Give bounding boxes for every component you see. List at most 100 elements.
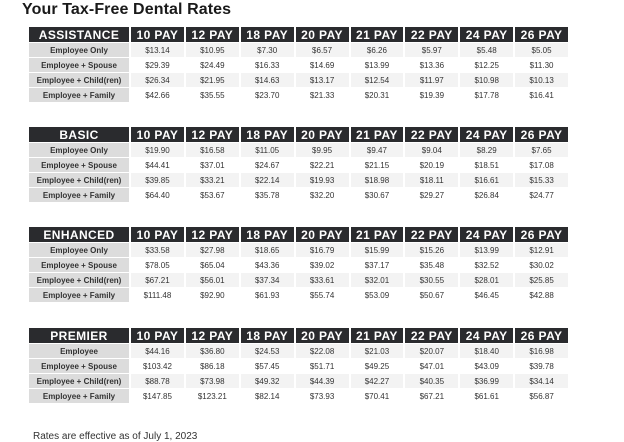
rate-cell: $17.08 (515, 158, 568, 172)
rate-cell: $49.32 (240, 374, 294, 388)
pay-column-header: 21 PAY (350, 328, 404, 343)
rate-cell: $21.33 (295, 88, 349, 102)
rate-cell: $35.78 (240, 188, 294, 202)
rate-cell: $33.61 (295, 273, 349, 287)
rate-cell: $37.01 (185, 158, 239, 172)
rate-cell: $42.66 (131, 88, 184, 102)
rate-cell: $18.98 (350, 173, 404, 187)
rate-cell: $20.31 (350, 88, 404, 102)
rate-cell: $14.63 (240, 73, 294, 87)
rate-cell: $51.71 (295, 359, 349, 373)
rate-cell: $39.85 (131, 173, 184, 187)
rate-cell: $22.08 (295, 344, 349, 358)
rate-cell: $37.34 (240, 273, 294, 287)
rate-cell: $16.61 (460, 173, 514, 187)
rate-cell: $21.03 (350, 344, 404, 358)
coverage-label: Employee + Child(ren) (29, 173, 129, 187)
rate-cell: $53.09 (350, 288, 404, 302)
pay-column-header: 24 PAY (460, 328, 514, 343)
coverage-label: Employee + Child(ren) (29, 374, 129, 388)
rate-cell: $15.26 (405, 243, 459, 257)
rate-cell: $147.85 (131, 389, 184, 403)
rate-cell: $37.17 (350, 258, 404, 272)
rate-cell: $14.69 (295, 58, 349, 72)
pay-column-header: 20 PAY (295, 328, 349, 343)
pay-column-header: 22 PAY (405, 27, 459, 42)
coverage-label: Employee + Spouse (29, 258, 129, 272)
pay-column-header: 26 PAY (515, 127, 568, 142)
rate-cell: $16.98 (515, 344, 568, 358)
rate-cell: $6.26 (350, 43, 404, 57)
rate-cell: $11.30 (515, 58, 568, 72)
pay-column-header: 22 PAY (405, 328, 459, 343)
rate-cell: $33.58 (131, 243, 184, 257)
rate-cell: $67.21 (405, 389, 459, 403)
rate-cell: $12.54 (350, 73, 404, 87)
rate-cell: $18.40 (460, 344, 514, 358)
pay-column-header: 20 PAY (295, 127, 349, 142)
coverage-label: Employee + Family (29, 88, 129, 102)
rate-cell: $65.04 (185, 258, 239, 272)
rate-cell: $22.21 (295, 158, 349, 172)
rate-cell: $15.99 (350, 243, 404, 257)
rate-cell: $5.48 (460, 43, 514, 57)
table-row: Employee + Spouse $29.39 $24.49 $16.33 $14.6… (29, 58, 568, 72)
rate-table-premier: PREMIER 10 PAY 12 PAY 18 PAY 20 PAY 21 PAY 22 … (27, 327, 570, 404)
rate-cell: $40.35 (405, 374, 459, 388)
rate-cell: $18.51 (460, 158, 514, 172)
rate-cell: $13.14 (131, 43, 184, 57)
rate-cell: $44.16 (131, 344, 184, 358)
rate-cell: $7.30 (240, 43, 294, 57)
coverage-label: Employee Only (29, 143, 129, 157)
pay-column-header: 18 PAY (240, 27, 294, 42)
rate-cell: $20.19 (405, 158, 459, 172)
rate-cell: $19.93 (295, 173, 349, 187)
rate-cell: $103.42 (131, 359, 184, 373)
coverage-label: Employee Only (29, 243, 129, 257)
pay-column-header: 18 PAY (240, 127, 294, 142)
rate-cell: $34.14 (515, 374, 568, 388)
rate-cell: $10.98 (460, 73, 514, 87)
rate-cell: $36.99 (460, 374, 514, 388)
rate-cell: $64.40 (131, 188, 184, 202)
rate-cell: $5.05 (515, 43, 568, 57)
pay-column-header: 12 PAY (185, 328, 239, 343)
rate-cell: $19.39 (405, 88, 459, 102)
pay-column-header: 24 PAY (460, 227, 514, 242)
rate-cell: $27.98 (185, 243, 239, 257)
rate-cell: $24.77 (515, 188, 568, 202)
pay-column-header: 21 PAY (350, 227, 404, 242)
rate-cell: $16.58 (185, 143, 239, 157)
coverage-label: Employee + Family (29, 288, 129, 302)
rate-cell: $6.57 (295, 43, 349, 57)
rate-cell: $55.74 (295, 288, 349, 302)
pay-column-header: 12 PAY (185, 227, 239, 242)
pay-column-header: 10 PAY (131, 127, 184, 142)
rate-cell: $12.91 (515, 243, 568, 257)
rate-cell: $56.01 (185, 273, 239, 287)
rate-cell: $42.27 (350, 374, 404, 388)
table-row: Employee + Child(ren) $88.78 $73.98 $49.32 $… (29, 374, 568, 388)
rate-cell: $32.52 (460, 258, 514, 272)
rate-cell: $11.97 (405, 73, 459, 87)
table-row: Employee + Family $42.66 $35.55 $23.70 $21.3… (29, 88, 568, 102)
pay-column-header: 12 PAY (185, 127, 239, 142)
rate-cell: $70.41 (350, 389, 404, 403)
page-title: Your Tax-Free Dental Rates (22, 1, 232, 18)
rate-cell: $17.78 (460, 88, 514, 102)
rate-cell: $23.70 (240, 88, 294, 102)
rate-cell: $13.99 (350, 58, 404, 72)
coverage-label: Employee + Spouse (29, 158, 129, 172)
plan-name-header: ENHANCED (29, 227, 129, 242)
rate-cell: $10.13 (515, 73, 568, 87)
rate-cell: $30.55 (405, 273, 459, 287)
rate-cell: $29.39 (131, 58, 184, 72)
rate-cell: $46.45 (460, 288, 514, 302)
table-row: Employee Only $13.14 $10.95 $7.30 $6.57 $6.26… (29, 43, 568, 57)
rate-cell: $22.14 (240, 173, 294, 187)
rate-cell: $18.11 (405, 173, 459, 187)
table-row: Employee + Spouse $78.05 $65.04 $43.36 $39.0… (29, 258, 568, 272)
pay-column-header: 24 PAY (460, 27, 514, 42)
coverage-label: Employee + Spouse (29, 58, 129, 72)
table-row: Employee Only $19.90 $16.58 $11.05 $9.95 $9.4… (29, 143, 568, 157)
